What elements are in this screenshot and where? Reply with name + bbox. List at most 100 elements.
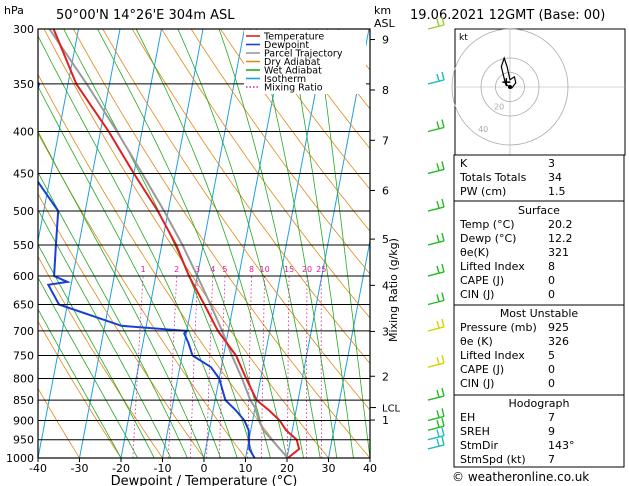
x-tick-label: -30: [71, 462, 89, 475]
mixing-ratio-label: 4: [210, 265, 215, 274]
isotherm-line: [245, 29, 328, 458]
height-tick-label: 3: [382, 325, 389, 338]
pressure-tick-label: 550: [13, 239, 34, 252]
index-value-totals: 34: [548, 171, 562, 184]
unstable-value-cin: 0: [548, 377, 555, 390]
dry-adiabat-line: [220, 29, 370, 232]
wind-barb-flag: [436, 73, 440, 82]
mixing-ratio-label: 20: [302, 265, 312, 274]
unstable-value-li: 5: [548, 349, 555, 362]
mixing-ratio-label: 25: [316, 265, 326, 274]
pressure-tick-label: 450: [13, 167, 34, 180]
unstable-value-thetae: 326: [548, 335, 569, 348]
hodo-value-stmdir: 143°: [548, 439, 575, 452]
wind-barb-flag: [436, 410, 440, 418]
hodo-table: Hodograph EH 7 SREH 9 StmDir 143° StmSpd…: [453, 394, 625, 468]
unstable-label-cin: CIN (J): [460, 377, 494, 390]
pressure-tick-label: 700: [13, 325, 34, 338]
hodograph-origin: [508, 85, 512, 89]
legend-label: Parcel Trajectory: [264, 49, 343, 60]
wind-barb-flag: [441, 418, 445, 427]
hodograph-ring-label: 40: [478, 125, 488, 134]
wind-barb: [427, 24, 445, 30]
surface-label-temp: Temp (°C): [459, 218, 515, 231]
height-tick-label: 1: [382, 414, 389, 427]
mixing-ratio-label: 3: [195, 265, 200, 274]
dry-adiabat-line: [38, 387, 80, 458]
wind-barb-flag: [441, 292, 445, 301]
x-tick-label: 20: [280, 462, 294, 475]
index-value-k: 3: [548, 157, 555, 170]
mixing-ratio-line: [306, 276, 308, 458]
wind-barb-flag: [436, 18, 440, 27]
wind-barb: [427, 395, 445, 401]
legend-label: Dewpoint: [264, 40, 309, 51]
unstable-label-pressure: Pressure (mb): [460, 321, 537, 334]
height-unit-label: km: [374, 4, 392, 17]
surface-value-li: 8: [548, 260, 555, 273]
mixing-ratio-line: [219, 275, 226, 458]
legend-label: Isotherm: [264, 74, 306, 85]
hodo-value-eh: 7: [548, 411, 555, 424]
surface-value-cape: 0: [548, 274, 555, 287]
indices-table: K 3 Totals Totals 34 PW (cm) 1.5: [453, 154, 625, 202]
isotherm-line: [79, 29, 162, 458]
pressure-tick-label: 1000: [6, 452, 34, 465]
wind-barb-flag: [436, 234, 440, 243]
credit-label: © weatheronline.co.uk: [452, 470, 590, 484]
wind-barb-flag: [441, 119, 445, 128]
height-unit-sub-label: ASL: [374, 17, 395, 30]
wind-barb-flag: [441, 318, 445, 328]
isotherm-line: [286, 29, 370, 458]
hodo-label-stmdir: StmDir: [460, 439, 499, 452]
unstable-table: Most Unstable Pressure (mb) 925 θe (K) 3…: [453, 304, 625, 396]
surface-title: Surface: [518, 204, 560, 217]
wind-barb-flag: [441, 436, 445, 446]
mixing-ratio-line: [206, 275, 214, 458]
location-label: 50°00'N 14°26'E 304m ASL: [56, 8, 235, 23]
legend-label: Wet Adiabat: [264, 66, 322, 77]
wind-barb: [427, 299, 445, 306]
mixing-ratio-line: [261, 275, 265, 458]
wind-barb-flag: [441, 355, 445, 364]
wind-barb: [427, 362, 445, 368]
wind-barb-flag: [441, 16, 445, 26]
surface-table: Surface Temp (°C) 20.2 Dewp (°C) 12.2 θe…: [453, 200, 625, 306]
height-tick-label: 7: [382, 134, 389, 147]
mixing-ratio-label: 2: [174, 265, 179, 274]
index-label-k: K: [460, 157, 468, 170]
wind-barb-flag: [441, 71, 445, 81]
temperature-line: [52, 29, 301, 458]
pressure-tick-label: 600: [13, 270, 34, 283]
wind-barb: [427, 435, 445, 441]
wind-barb: [427, 79, 445, 85]
wind-barb-flag: [441, 161, 445, 170]
hodograph-frame: [454, 28, 626, 156]
wind-barb-flag: [441, 408, 445, 417]
wind-barb-flag: [436, 320, 440, 329]
dry-adiabat-line: [278, 29, 370, 150]
unstable-label-cape: CAPE (J): [460, 363, 504, 376]
mixing-ratio-label: 10: [260, 265, 270, 274]
wind-barb: [427, 444, 445, 450]
wind-barb-flag: [436, 356, 440, 365]
wind-barb-flag: [436, 389, 440, 398]
height-tick-label: 2: [382, 370, 389, 383]
wind-barb-flag: [441, 427, 445, 436]
height-tick-label: 6: [382, 184, 389, 197]
pressure-tick-label: 400: [13, 126, 34, 139]
legend-label: Temperature: [263, 32, 324, 43]
wind-barb: [427, 271, 445, 277]
pressure-tick-label: 750: [13, 349, 34, 362]
wind-barb-flag: [436, 429, 440, 437]
wind-barb: [427, 206, 445, 212]
wind-barb: [427, 326, 445, 332]
surface-label-li: Lifted Index: [460, 260, 525, 273]
isotherm-line: [38, 29, 79, 244]
mixing-ratio-label: 8: [249, 265, 254, 274]
mixing-ratio-line: [168, 275, 178, 458]
wind-barb-flag: [436, 121, 440, 129]
unstable-title: Most Unstable: [500, 307, 579, 320]
wind-barb-flag: [436, 265, 440, 274]
